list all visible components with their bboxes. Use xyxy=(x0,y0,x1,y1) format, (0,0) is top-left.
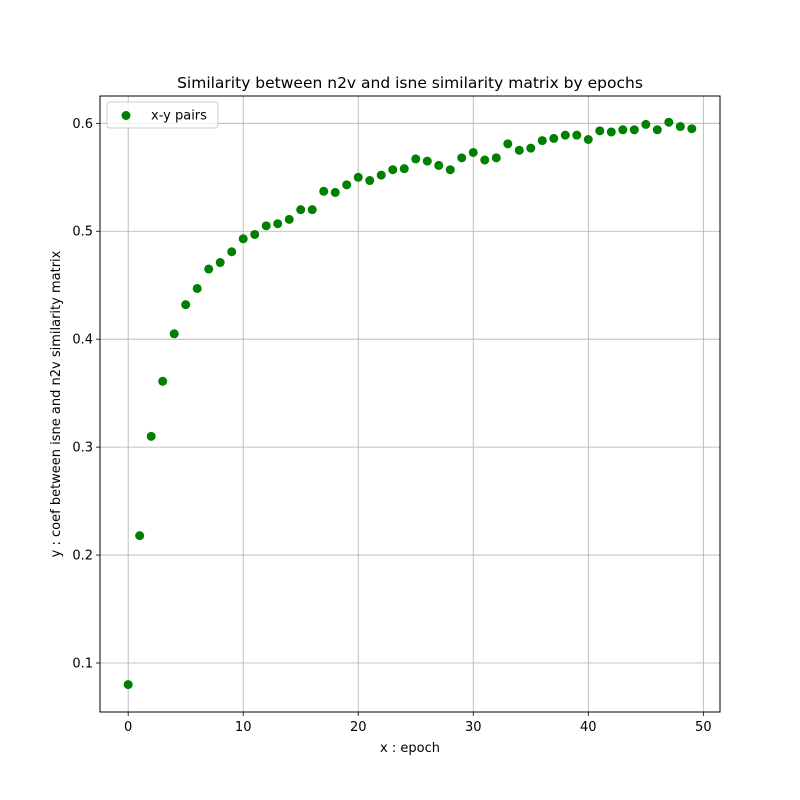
chart-title: Similarity between n2v and isne similari… xyxy=(177,74,643,92)
x-tick-label: 0 xyxy=(124,720,132,735)
data-point xyxy=(687,124,697,134)
data-point xyxy=(618,125,628,135)
data-point xyxy=(675,122,685,132)
data-point xyxy=(537,136,547,146)
data-point xyxy=(158,376,168,386)
data-point xyxy=(307,205,317,215)
data-point xyxy=(595,126,605,136)
data-point xyxy=(399,164,409,174)
data-point xyxy=(215,258,225,268)
data-point xyxy=(457,153,467,163)
data-point xyxy=(146,431,156,441)
y-tick-label: 0.5 xyxy=(72,225,93,240)
grid xyxy=(100,96,720,712)
data-point xyxy=(227,247,237,257)
data-point xyxy=(365,176,375,186)
data-point xyxy=(353,172,363,182)
data-point xyxy=(629,125,639,135)
legend-box xyxy=(106,101,219,129)
x-axis-label: x : epoch xyxy=(380,741,440,756)
y-tick-label: 0.4 xyxy=(72,333,93,348)
y-tick-label: 0.3 xyxy=(72,441,93,456)
data-point xyxy=(445,165,455,175)
data-point xyxy=(296,205,306,215)
x-tick-label: 20 xyxy=(350,720,367,735)
data-point xyxy=(342,180,352,190)
data-point xyxy=(319,186,329,196)
data-point xyxy=(181,300,191,310)
x-tick-label: 50 xyxy=(695,720,712,735)
plot-area-frame xyxy=(99,95,721,713)
data-point xyxy=(388,165,398,175)
y-tick-label: 0.6 xyxy=(72,117,93,132)
axis-ticks: 0 10 20 30 40 50 0.1 0.2 0.3 0.4 0.5 0.6 xyxy=(72,117,711,735)
data-point xyxy=(169,329,179,339)
legend-label: x-y pairs xyxy=(151,109,207,124)
data-point xyxy=(652,125,662,135)
data-point xyxy=(491,153,501,163)
data-point xyxy=(376,170,386,180)
data-point xyxy=(606,127,616,137)
data-point xyxy=(560,130,570,140)
data-point xyxy=(250,229,260,239)
data-point xyxy=(480,155,490,165)
y-tick-label: 0.2 xyxy=(72,549,93,564)
data-point xyxy=(261,221,271,231)
data-point xyxy=(330,187,340,197)
data-point xyxy=(192,283,202,293)
data-point xyxy=(204,264,214,274)
data-point xyxy=(514,145,524,155)
data-point xyxy=(526,143,536,153)
data-point xyxy=(411,154,421,164)
y-axis-label: y : coef between isne and n2v similarity… xyxy=(49,250,64,557)
x-tick-label: 10 xyxy=(235,720,252,735)
legend-marker xyxy=(121,111,131,120)
data-point xyxy=(238,234,248,244)
data-point xyxy=(422,156,432,166)
data-point xyxy=(503,139,513,149)
data-point xyxy=(273,219,283,229)
data-point xyxy=(468,147,478,157)
data-point xyxy=(135,531,145,541)
data-point xyxy=(549,133,559,143)
data-point xyxy=(284,214,294,224)
data-point xyxy=(641,119,651,129)
data-points xyxy=(123,117,697,690)
data-point xyxy=(123,680,133,690)
legend: x-y pairs xyxy=(106,101,219,129)
data-point xyxy=(572,130,582,140)
data-point xyxy=(664,117,674,127)
y-tick-label: 0.1 xyxy=(72,656,93,671)
x-tick-label: 30 xyxy=(465,720,482,735)
data-point xyxy=(434,160,444,170)
x-tick-label: 40 xyxy=(580,720,597,735)
data-point xyxy=(583,134,593,144)
